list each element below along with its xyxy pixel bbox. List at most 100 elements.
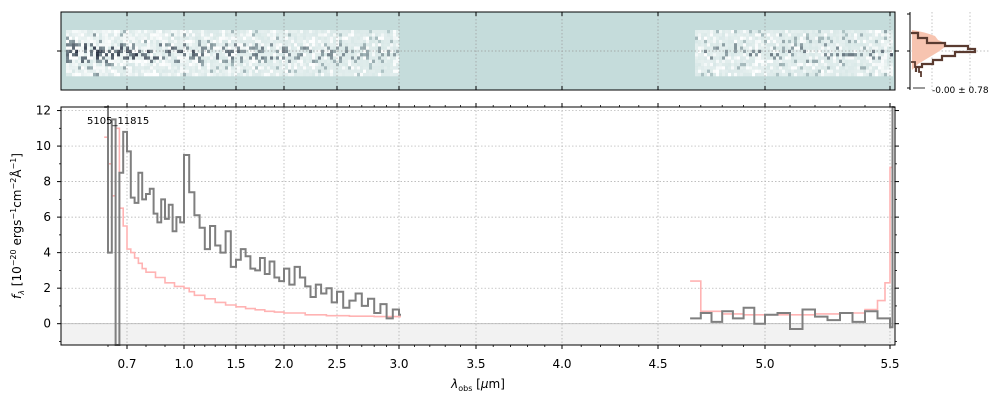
spectrum-2d-pixel [123, 66, 126, 70]
spectrum-2d-pixel [126, 63, 129, 67]
spectrum-2d-pixel [803, 33, 806, 37]
spectrum-2d-pixel [156, 39, 159, 44]
spectrum-2d-pixel [863, 56, 866, 60]
spectrum-2d-pixel [767, 30, 770, 34]
spectrum-2d-pixel [72, 63, 75, 67]
spectrum-2d-pixel [213, 59, 216, 64]
spectrum-2d-pixel [162, 63, 165, 67]
spectrum-2d-pixel [737, 30, 740, 34]
spectrum-2d-pixel [827, 43, 830, 47]
spectrum-2d-pixel [264, 43, 267, 47]
spectrum-2d-pixel [731, 69, 734, 73]
spectrum-2d-pixel [887, 46, 890, 50]
spectrum-2d-pixel [779, 59, 782, 64]
spectrum-2d-pixel [372, 72, 375, 77]
spectrum-2d-pixel [186, 36, 189, 40]
spectrum-2d-pixel [150, 49, 153, 54]
spectrum-2d-pixel [752, 43, 755, 47]
spectrum-2d-pixel [123, 43, 126, 47]
spectrum-2d-pixel [369, 72, 372, 77]
spectrum-2d-pixel [297, 43, 300, 47]
spectrum-2d-pixel [75, 72, 78, 77]
spectrum-2d-pixel [836, 36, 839, 40]
spectrum-2d-pixel [869, 66, 872, 70]
spectrum-2d-pixel [141, 39, 144, 44]
spectrum-2d-pixel [312, 46, 315, 50]
spectrum-2d-pixel [300, 43, 303, 47]
spectrum-2d-pixel [132, 56, 135, 60]
spectrum-2d-pixel [300, 56, 303, 60]
spectrum-2d-pixel [384, 46, 387, 50]
spectrum-2d-pixel [228, 56, 231, 60]
spectrum-2d-pixel [878, 39, 881, 44]
spectrum-2d-pixel [159, 59, 162, 64]
spectrum-2d-pixel [252, 66, 255, 70]
spectrum-2d-grid [57, 12, 899, 90]
spectrum-2d-pixel [294, 43, 297, 47]
spectrum-2d-pixel [261, 36, 264, 40]
spectrum-2d-pixel [818, 36, 821, 40]
spectrum-2d-pixel [273, 59, 276, 64]
spectrum-2d-pixel [854, 49, 857, 54]
spectrum-2d-pixel [785, 56, 788, 60]
spectrum-2d-pixel [93, 36, 96, 40]
spectrum-2d-pixel [294, 63, 297, 67]
spectrum-2d-pixel [285, 46, 288, 50]
spectrum-2d-pixel [878, 63, 881, 67]
spectrum-2d-pixel [788, 56, 791, 60]
spectrum-2d-pixel [776, 72, 779, 77]
spectrum-2d-pixel [366, 46, 369, 50]
spectrum-2d-pixel [818, 56, 821, 60]
spectrum-2d-pixel [240, 33, 243, 37]
spectrum-2d-pixel [213, 43, 216, 47]
spectrum-2d-pixel [288, 30, 291, 34]
spectrum-2d-pixel [770, 49, 773, 54]
spectrum-2d-pixel [84, 30, 87, 34]
spectrum-2d-pixel [84, 66, 87, 70]
spectrum-2d-pixel [132, 43, 135, 47]
spectrum-2d-pixel [324, 72, 327, 77]
spectrum-2d-pixel [794, 69, 797, 73]
spectrum-2d-pixel [767, 63, 770, 67]
spectrum-2d-pixel [213, 33, 216, 37]
spectrum-2d-pixel [168, 69, 171, 73]
spectrum-2d-pixel [123, 39, 126, 44]
spectrum-2d-pixel [144, 49, 147, 54]
spectrum-2d-pixel [779, 72, 782, 77]
spectrum-2d-pixel [159, 36, 162, 40]
spectrum-2d-pixel [830, 69, 833, 73]
spectrum-2d-pixel [321, 30, 324, 34]
spectrum-2d-pixel [108, 46, 111, 50]
spectrum-2d-pixel [830, 56, 833, 60]
spectrum-2d-pixel [330, 72, 333, 77]
spectrum-2d-pixel [156, 46, 159, 50]
spectrum-2d-pixel [276, 49, 279, 54]
spectrum-2d-pixel [333, 49, 336, 54]
spectrum-2d-pixel [806, 72, 809, 77]
spectrum-2d-pixel [132, 49, 135, 54]
spectrum-2d-pixel [318, 39, 321, 44]
spectrum-2d-pixel [276, 46, 279, 50]
spectrum-2d-pixel [237, 39, 240, 44]
spectrum-2d-pixel [69, 63, 72, 67]
spectrum-2d-pixel [363, 53, 366, 57]
spectrum-2d-pixel [710, 72, 713, 77]
spectrum-2d-pixel [360, 72, 363, 77]
spectrum-2d-pixel [788, 30, 791, 34]
spectrum-2d-pixel [875, 49, 878, 54]
spectrum-2d-pixel [210, 53, 213, 57]
spectrum-2d-pixel [791, 43, 794, 47]
spectrum-2d-pixel [210, 39, 213, 44]
spectrum-2d-pixel [381, 56, 384, 60]
spectrum-2d-pixel [240, 46, 243, 50]
spectrum-2d-pixel [857, 53, 860, 57]
spectrum-2d-pixel [824, 49, 827, 54]
spectrum-2d-pixel [90, 30, 93, 34]
spectrum-2d-pixel [360, 49, 363, 54]
spectrum-2d-pixel [84, 39, 87, 44]
spectrum-2d-pixel [758, 72, 761, 77]
spectrum-2d-pixel [734, 66, 737, 70]
spectrum-2d-pixel [282, 43, 285, 47]
spectrum-2d-pixel [192, 72, 195, 77]
spectrum-2d-pixel [734, 69, 737, 73]
